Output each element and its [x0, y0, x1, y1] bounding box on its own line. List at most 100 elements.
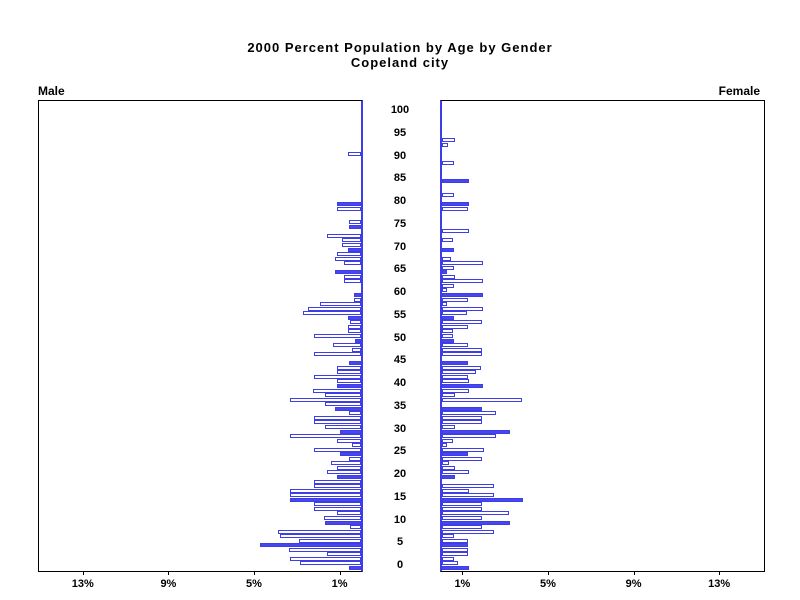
male-bar-age-52	[348, 329, 361, 334]
female-bar-age-70	[442, 247, 454, 252]
female-bar-age-72	[442, 238, 453, 243]
male-bar-age-5	[260, 543, 361, 548]
male-bar-age-79	[337, 206, 361, 211]
male-bar-age-24	[349, 456, 361, 461]
x-axis-male-tick-1	[339, 571, 341, 575]
female-bar-age-42	[442, 374, 468, 379]
x-axis-male-tick-13	[82, 571, 84, 575]
female-bar-age-59	[442, 297, 468, 302]
male-bar-age-68	[335, 256, 361, 261]
female-bar-age-49	[442, 343, 468, 348]
age-tick-label-80: 80	[393, 195, 407, 207]
male-bar-age-3	[326, 552, 361, 557]
female-bar-age-89	[442, 161, 454, 166]
female-bar-age-33	[442, 415, 482, 420]
age-tick-label-70: 70	[393, 240, 407, 253]
male-bar-age-12	[337, 511, 361, 516]
age-tick-label-75: 75	[393, 217, 407, 230]
female-bar-age-18	[442, 484, 495, 489]
female-bar-age-50	[442, 338, 454, 343]
female-bar-age-74	[442, 229, 469, 234]
age-tick-label-25: 25	[393, 445, 407, 458]
age-tick-label-10: 10	[393, 513, 407, 526]
female-bar-age-38	[442, 393, 455, 398]
male-bar-age-48	[352, 347, 361, 352]
female-bar-age-23	[442, 461, 450, 466]
female-bar-age-24	[442, 456, 482, 461]
male-bar-age-14	[313, 502, 361, 507]
male-bar-age-73	[326, 233, 361, 238]
x-axis-female-tick-13	[719, 571, 721, 575]
male-bar-age-4	[289, 547, 361, 552]
x-axis-male-tick-9	[168, 571, 170, 575]
female-bar-age-64	[442, 274, 455, 279]
female-bar-age-82	[442, 192, 454, 197]
female-bar-age-34	[442, 411, 496, 416]
female-bar-age-20	[442, 475, 455, 479]
female-bar-age-10	[442, 520, 511, 525]
male-bar-age-30	[339, 429, 361, 434]
female-bar-age-6	[442, 538, 468, 543]
female-bar-age-39	[442, 388, 469, 393]
age-axis: 0 5 10 15 20 25 30 35 40 45 50 55 60 65 70 75 80 85 90 95 10…	[360, 100, 440, 571]
male-bar-age-65	[335, 270, 361, 275]
male-bar-age-72	[341, 238, 361, 243]
female-bar-age-65	[442, 270, 448, 275]
age-tick-label-85: 85	[393, 172, 407, 185]
female-bar-age-58	[442, 302, 448, 307]
age-tick-label-100: 100	[390, 104, 410, 116]
age-tick-label-90: 90	[393, 149, 407, 162]
male-bar-age-59	[353, 297, 361, 302]
female-plot-area	[440, 100, 765, 572]
female-bar-age-66	[442, 265, 454, 270]
female-bar-age-57	[442, 306, 483, 311]
female-bar-age-2	[442, 556, 454, 561]
female-bar-age-61	[442, 288, 448, 293]
age-tick-label-15: 15	[393, 490, 407, 503]
female-bar-age-28	[442, 438, 453, 443]
male-bar-age-80	[337, 202, 361, 206]
male-bar-age-13	[313, 506, 361, 511]
chart-title: 2000 Percent Population by Age by Gender…	[247, 40, 553, 70]
female-bar-age-12	[442, 511, 510, 516]
male-bar-age-0	[349, 566, 361, 570]
x-axis-male-label-5: 5%	[246, 578, 262, 590]
male-bar-age-53	[348, 324, 361, 329]
age-tick-label-5: 5	[396, 536, 404, 549]
male-bar-age-60	[353, 293, 361, 297]
female-bar-age-47	[442, 352, 482, 357]
male-bar-age-44	[337, 365, 361, 370]
female-bar-age-45	[442, 361, 468, 366]
male-bar-age-21	[326, 470, 361, 475]
female-bar-age-62	[442, 283, 454, 288]
female-bar-age-51	[442, 333, 453, 338]
male-bar-age-10	[324, 520, 361, 525]
female-bar-age-48	[442, 347, 482, 352]
male-bar-age-56	[303, 311, 361, 316]
x-axis-female-label-13: 13%	[708, 578, 731, 590]
female-bar-age-32	[442, 420, 482, 425]
male-bar-age-45	[349, 361, 361, 366]
female-bar-age-93	[442, 142, 449, 147]
female-bar-age-9	[442, 525, 482, 530]
male-panel-label: Male	[38, 84, 65, 98]
female-bar-age-68	[442, 256, 451, 261]
male-bar-age-64	[343, 274, 361, 279]
male-bar-age-71	[341, 242, 361, 247]
female-bar-age-14	[442, 502, 482, 507]
female-bar-age-1	[442, 561, 459, 566]
female-bar-age-30	[442, 429, 511, 434]
female-bar-age-54	[442, 320, 482, 325]
female-bar-age-56	[442, 311, 467, 316]
male-bar-age-43	[337, 370, 361, 375]
female-bar-age-31	[442, 424, 455, 429]
x-axis-male-label-9: 9%	[160, 578, 177, 590]
male-bar-age-35	[335, 406, 361, 411]
male-bar-age-42	[313, 374, 361, 379]
x-axis-female-label-1: 1%	[454, 578, 471, 590]
age-tick-label-45: 45	[393, 354, 407, 367]
x-axis-female-tick-9	[633, 571, 635, 575]
female-bar-age-26	[442, 447, 484, 452]
female-bar-age-40	[442, 384, 483, 388]
age-tick-label-0: 0	[396, 559, 404, 571]
